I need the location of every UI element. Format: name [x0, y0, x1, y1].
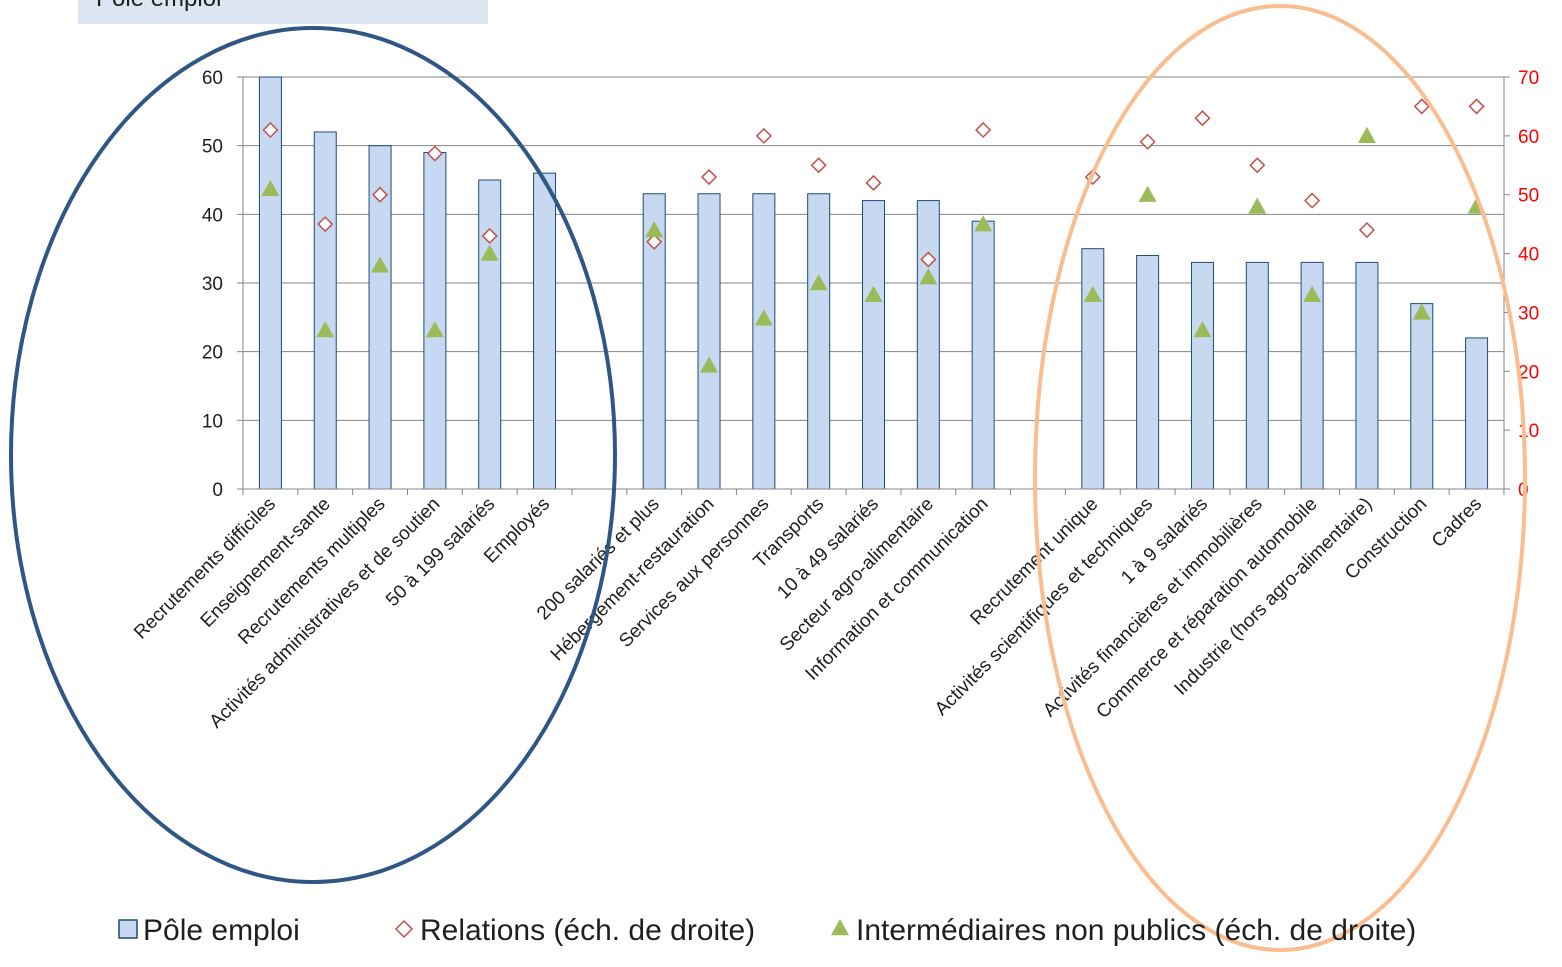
bar: [807, 193, 831, 490]
y-left-tick-label: 10: [202, 411, 223, 432]
point-intermediaires: [700, 356, 719, 373]
point-relations: [755, 127, 772, 144]
header-box: Pôle emploi: [78, 0, 488, 24]
point-intermediaires: [1193, 321, 1212, 338]
point-intermediaires: [1083, 285, 1102, 302]
point-relations: [1358, 221, 1375, 239]
header-label: Pôle emploi: [96, 0, 221, 11]
point-intermediaires: [316, 321, 335, 338]
right-highlight-ellipse: [1033, 4, 1527, 952]
y-right-tick-label: 40: [1518, 245, 1539, 266]
y-right-tick-label: 70: [1518, 68, 1539, 89]
point-relations: [1194, 110, 1211, 127]
point-relations: [426, 145, 443, 162]
point-intermediaires: [1248, 197, 1267, 214]
bar: [697, 193, 721, 490]
legend-swatch-diamond: [394, 919, 414, 939]
point-intermediaires: [1303, 285, 1322, 302]
y-left-tick-label: 0: [212, 480, 223, 501]
point-relations: [646, 233, 663, 250]
point-intermediaires: [261, 179, 280, 197]
bar: [313, 131, 337, 490]
bar: [1355, 261, 1379, 490]
point-relations: [1413, 98, 1430, 115]
point-intermediaires: [480, 244, 499, 261]
point-intermediaires: [1357, 126, 1376, 144]
legend-label: Intermédiaires non publics (éch. de droi…: [856, 914, 1416, 947]
point-intermediaires: [425, 321, 444, 338]
point-intermediaires: [754, 309, 773, 326]
point-relations: [1468, 98, 1485, 115]
point-intermediaires: [1138, 185, 1157, 202]
legend-item: Relations (éch. de droite): [394, 914, 755, 947]
y-right-tick-label: 50: [1518, 186, 1539, 207]
legend-swatch-bar: [118, 919, 138, 939]
point-intermediaires: [1412, 303, 1431, 320]
point-relations: [372, 186, 389, 203]
point-relations: [481, 227, 498, 244]
bar: [1081, 248, 1105, 490]
bar: [752, 193, 776, 490]
y-left-tick-label: 40: [202, 205, 223, 226]
bar: [971, 220, 995, 490]
legend-item: Intermédiaires non publics (éch. de droi…: [831, 914, 1416, 947]
bar: [1465, 337, 1489, 490]
point-intermediaires: [864, 285, 883, 302]
y-left-tick-label: 30: [202, 274, 223, 295]
bar: [478, 179, 502, 490]
x-tick-labels: Recrutements difficilesEnseignement-sant…: [130, 494, 1486, 733]
point-relations: [1249, 157, 1266, 174]
point-intermediaires: [919, 268, 938, 285]
left-highlight-ellipse: [9, 26, 617, 884]
highlight-ellipses: [9, 4, 1527, 952]
point-intermediaires: [974, 215, 993, 232]
point-relations: [317, 216, 334, 233]
point-relations: [262, 121, 279, 139]
point-intermediaires: [645, 221, 664, 238]
point-relations: [700, 168, 718, 186]
legend-item: Pôle emploi: [118, 914, 300, 947]
legend: Pôle emploi Relations (éch. de droite) Int…: [118, 914, 1416, 947]
y-left-tick-label: 20: [202, 343, 223, 364]
legend-swatch-triangle: [831, 919, 849, 936]
x-tick-label: 10 à 49 salariés: [773, 494, 883, 604]
point-relations: [810, 157, 827, 174]
point-relations: [865, 174, 882, 192]
point-relations: [975, 121, 992, 139]
bars: [258, 76, 1489, 490]
bar: [423, 152, 447, 490]
y-right-tick-label: 60: [1518, 127, 1539, 148]
bar: [258, 76, 282, 490]
bar: [862, 200, 885, 490]
bar: [1245, 261, 1269, 490]
bar: [1410, 303, 1434, 490]
y-left-tick-label: 60: [202, 68, 223, 89]
y-left-tick-labels: 0 10 20 30 40 50 60: [202, 68, 223, 501]
x-tick-label: Industrie (hors agro-alimentaire): [1170, 494, 1376, 700]
y-right-tick-label: 10: [1518, 421, 1539, 442]
point-relations: [1304, 192, 1321, 209]
point-relations: [920, 251, 937, 268]
bar: [1190, 261, 1214, 490]
bar: [533, 172, 557, 490]
point-relations: [1139, 133, 1156, 150]
legend-label: Relations (éch. de droite): [420, 914, 755, 947]
bar: [916, 200, 940, 490]
y-right-tick-label: 30: [1518, 303, 1539, 324]
y-left-tick-label: 50: [202, 137, 223, 158]
point-intermediaires: [809, 274, 828, 291]
point-intermediaires: [371, 256, 390, 273]
legend-label: Pôle emploi: [143, 914, 300, 947]
bar: [1136, 255, 1160, 490]
x-tick-label: Cadres: [1428, 494, 1486, 552]
y-right-tick-label: 20: [1518, 362, 1539, 383]
